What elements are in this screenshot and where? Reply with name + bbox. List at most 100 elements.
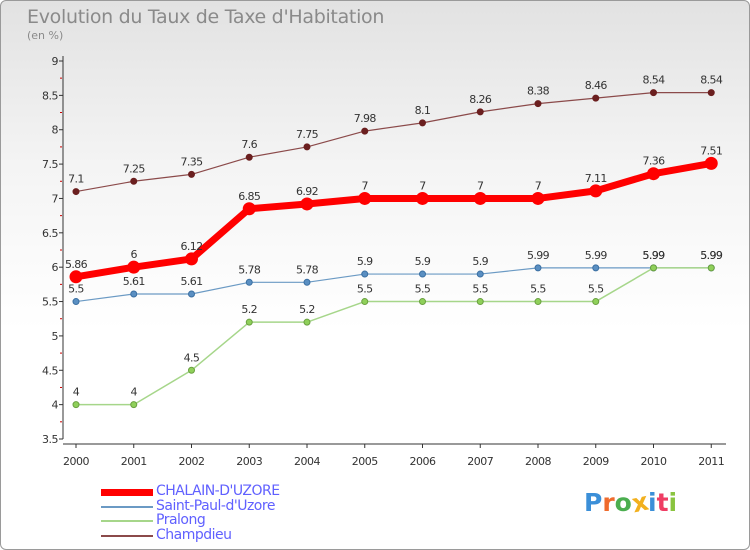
- data-point-champdieu: [361, 127, 369, 135]
- x-tick-label: 2009: [583, 455, 609, 468]
- series-line-saint-paul-d-uzore: [75, 267, 712, 303]
- data-label-chalain-d-uzore: 6.92: [296, 185, 318, 198]
- data-point-chalain-d-uzore: [69, 270, 83, 284]
- data-point-champdieu: [476, 108, 484, 116]
- data-label-saint-paul-d-uzore: 5.99: [527, 249, 550, 262]
- data-label-saint-paul-d-uzore: 5.99: [642, 249, 665, 262]
- y-tick-label: 5: [52, 330, 59, 343]
- x-tick-label: 2006: [410, 455, 436, 468]
- data-point-pralong: [188, 366, 195, 374]
- data-label-saint-paul-d-uzore: 5.61: [180, 275, 202, 288]
- x-tick-label: 2011: [698, 455, 724, 468]
- data-point-champdieu: [650, 89, 657, 97]
- data-label-chalain-d-uzore: 7: [419, 179, 426, 192]
- x-tick-label: 2001: [121, 455, 147, 468]
- data-label-pralong: 5.5: [588, 283, 604, 296]
- logo-letter: r: [602, 488, 615, 517]
- series-line-chalain-d-uzore: [75, 159, 712, 281]
- y-tick-label: 8.5: [42, 89, 58, 102]
- y-tick-label: 6: [52, 261, 59, 274]
- logo-letter: t: [656, 488, 669, 517]
- data-point-saint-paul-d-uzore: [419, 270, 426, 278]
- data-label-chalain-d-uzore: 6.12: [180, 240, 202, 253]
- data-label-champdieu: 7.1: [68, 173, 84, 186]
- data-label-saint-paul-d-uzore: 5.99: [585, 249, 608, 262]
- data-label-pralong: 5.99: [700, 249, 723, 262]
- legend-label: CHALAIN-D'UZORE: [156, 483, 280, 499]
- data-point-saint-paul-d-uzore: [72, 298, 80, 306]
- data-label-chalain-d-uzore: 7.36: [642, 155, 665, 168]
- data-point-pralong: [707, 264, 715, 272]
- data-label-chalain-d-uzore: 7.51: [700, 144, 722, 157]
- x-tick-label: 2003: [236, 455, 262, 468]
- data-label-chalain-d-uzore: 7: [477, 179, 484, 192]
- data-label-champdieu: 8.1: [415, 104, 431, 117]
- data-label-pralong: 4.5: [184, 351, 200, 364]
- data-point-saint-paul-d-uzore: [188, 290, 195, 298]
- y-tick-label: 3.5: [42, 433, 58, 446]
- y-tick-label: 6.5: [42, 227, 58, 240]
- data-point-champdieu: [707, 89, 715, 97]
- data-point-chalain-d-uzore: [127, 260, 141, 274]
- data-point-champdieu: [188, 170, 195, 178]
- data-label-chalain-d-uzore: 5.86: [65, 258, 88, 271]
- unit-label: (en %): [27, 29, 64, 42]
- x-tick-label: 2010: [641, 455, 667, 468]
- y-tick-label: 5.5: [42, 296, 58, 309]
- data-label-champdieu: 8.54: [642, 74, 665, 87]
- data-point-champdieu: [130, 177, 138, 185]
- legend-label: Champdieu: [156, 526, 232, 543]
- data-label-saint-paul-d-uzore: 5.9: [472, 255, 488, 268]
- data-point-chalain-d-uzore: [358, 191, 372, 205]
- data-point-chalain-d-uzore: [416, 191, 429, 205]
- data-label-saint-paul-d-uzore: 5.5: [68, 283, 84, 296]
- y-tick-label: 8: [52, 124, 59, 137]
- data-point-saint-paul-d-uzore: [130, 290, 138, 298]
- data-point-champdieu: [534, 100, 542, 108]
- data-point-pralong: [592, 298, 600, 306]
- data-point-chalain-d-uzore: [300, 197, 314, 211]
- data-label-champdieu: 7.6: [241, 138, 257, 151]
- data-label-champdieu: 7.25: [123, 162, 146, 175]
- data-label-pralong: 5.5: [415, 283, 431, 296]
- data-label-chalain-d-uzore: 6.85: [238, 190, 261, 203]
- data-label-champdieu: 7.98: [354, 112, 377, 125]
- series-line-pralong: [76, 267, 712, 406]
- data-point-saint-paul-d-uzore: [361, 270, 369, 278]
- x-tick-label: 2004: [294, 455, 320, 468]
- data-point-pralong: [72, 401, 80, 409]
- data-label-chalain-d-uzore: 7.11: [585, 172, 607, 185]
- y-tick-label: 7: [52, 192, 59, 205]
- data-label-saint-paul-d-uzore: 5.78: [238, 263, 261, 276]
- data-point-champdieu: [303, 143, 311, 151]
- data-point-chalain-d-uzore: [185, 252, 198, 266]
- x-tick-label: 2008: [525, 455, 551, 468]
- legend-label: Pralong: [156, 512, 206, 528]
- logo-letter: i: [668, 488, 678, 517]
- data-label-pralong: 5.2: [241, 303, 257, 316]
- data-point-chalain-d-uzore: [589, 184, 603, 198]
- data-label-champdieu: 8.54: [700, 74, 723, 87]
- data-label-pralong: 5.99: [642, 249, 665, 262]
- legend-label: Saint-Paul-d'Uzore: [156, 497, 275, 514]
- x-tick-label: 2002: [179, 455, 205, 468]
- legend-swatch: [101, 534, 153, 537]
- data-point-saint-paul-d-uzore: [534, 264, 542, 272]
- data-label-champdieu: 7.35: [180, 155, 203, 168]
- data-point-pralong: [419, 298, 426, 306]
- logo-letter: P: [584, 488, 603, 517]
- data-label-pralong: 4: [73, 386, 80, 399]
- data-point-chalain-d-uzore: [647, 167, 660, 181]
- y-tick-label: 9: [52, 55, 59, 68]
- data-label-saint-paul-d-uzore: 5.9: [357, 255, 373, 268]
- proxiti-logo: Proxiti: [584, 487, 678, 519]
- data-point-pralong: [303, 318, 311, 326]
- data-label-chalain-d-uzore: 7: [362, 179, 369, 192]
- data-label-pralong: 5.5: [530, 283, 546, 296]
- data-point-chalain-d-uzore: [473, 191, 487, 205]
- data-point-saint-paul-d-uzore: [592, 264, 600, 272]
- data-point-saint-paul-d-uzore: [303, 278, 311, 286]
- data-point-pralong: [130, 401, 138, 409]
